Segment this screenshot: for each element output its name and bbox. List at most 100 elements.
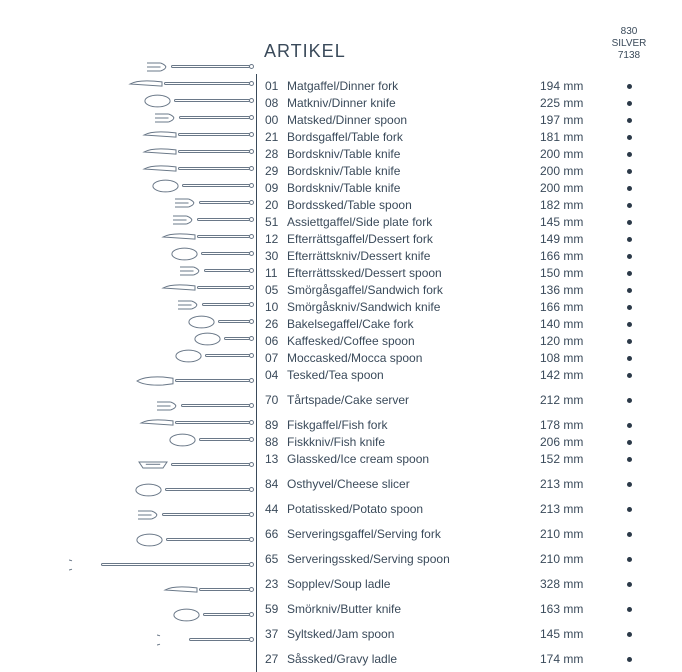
item-name: Fiskkniv/Fish knife [287, 434, 540, 451]
item-size: 197 mm [540, 112, 602, 129]
item-name: Osthyvel/Cheese slicer [287, 476, 540, 493]
header-column-label: 830 SILVER 7138 [602, 26, 656, 62]
dot-icon [627, 118, 632, 123]
table-row: 44Potatissked/Potato spoon213 mm [265, 501, 656, 518]
header-col-line1: 830 [602, 26, 656, 38]
item-code: 10 [265, 299, 287, 316]
row-gap [265, 543, 656, 551]
spoon-icon [169, 433, 254, 447]
row-gap [265, 643, 656, 651]
item-name: Smörgåskniv/Sandwich knife [287, 299, 540, 316]
item-availability [602, 95, 656, 112]
item-code: 01 [265, 78, 287, 95]
table-row: 66Serveringsgaffel/Serving fork210 mm [265, 526, 656, 543]
item-availability [602, 248, 656, 265]
item-code: 08 [265, 95, 287, 112]
table-header: ARTIKEL 830 SILVER 7138 [256, 26, 656, 62]
item-name: Potatissked/Potato spoon [287, 501, 540, 518]
item-size: 150 mm [540, 265, 602, 282]
dot-icon [627, 135, 632, 140]
item-name: Efterrättskniv/Dessert knife [287, 248, 540, 265]
item-code: 84 [265, 476, 287, 493]
item-name: Bordskniv/Table knife [287, 163, 540, 180]
dot-icon [627, 657, 632, 662]
item-availability [602, 282, 656, 299]
item-availability [602, 214, 656, 231]
dot-icon [627, 457, 632, 462]
server-icon [135, 374, 254, 388]
item-code: 11 [265, 265, 287, 282]
dot-icon [627, 373, 632, 378]
item-code: 07 [265, 350, 287, 367]
item-availability [602, 434, 656, 451]
item-availability [602, 417, 656, 434]
fork-icon [178, 264, 254, 278]
item-name: Syltsked/Jam spoon [287, 626, 540, 643]
row-gap [265, 409, 656, 417]
item-code: 09 [265, 180, 287, 197]
item-code: 89 [265, 417, 287, 434]
item-size: 182 mm [540, 197, 602, 214]
table-row: 12Efterrättsgaffel/Dessert fork149 mm [265, 231, 656, 248]
knife-icon [161, 230, 254, 244]
item-code: 20 [265, 197, 287, 214]
item-size: 140 mm [540, 316, 602, 333]
table-row: 70Tårtspade/Cake server212 mm [265, 392, 656, 409]
fork-icon [153, 111, 254, 125]
row-gap [265, 518, 656, 526]
spoon-icon [175, 349, 254, 363]
fork-icon [136, 508, 254, 522]
slicer-icon [135, 458, 254, 472]
table-row: 21Bordsgaffel/Table fork181 mm [265, 129, 656, 146]
item-name: Bordskniv/Table knife [287, 180, 540, 197]
fork-icon [145, 60, 254, 74]
knife-icon [128, 77, 254, 91]
item-size: 108 mm [540, 350, 602, 367]
dot-icon [627, 84, 632, 89]
dot-icon [627, 152, 632, 157]
item-code: 51 [265, 214, 287, 231]
item-size: 145 mm [540, 626, 602, 643]
item-name: Matkniv/Dinner knife [287, 95, 540, 112]
item-size: 136 mm [540, 282, 602, 299]
item-availability [602, 112, 656, 129]
spoon-icon [144, 94, 254, 108]
item-name: Smörkniv/Butter knife [287, 601, 540, 618]
table-row: 08Matkniv/Dinner knife225 mm [265, 95, 656, 112]
table-row: 59Smörkniv/Butter knife163 mm [265, 601, 656, 618]
row-gap [265, 468, 656, 476]
item-name: Efterrättssked/Dessert spoon [287, 265, 540, 282]
table-row: 29Bordskniv/Table knife200 mm [265, 163, 656, 180]
knife-icon [139, 416, 254, 430]
table-row: 30Efterrättskniv/Dessert knife166 mm [265, 248, 656, 265]
dot-icon [627, 271, 632, 276]
item-size: 328 mm [540, 576, 602, 593]
item-size: 225 mm [540, 95, 602, 112]
item-code: 70 [265, 392, 287, 409]
item-availability [602, 350, 656, 367]
dot-icon [627, 203, 632, 208]
dot-icon [627, 101, 632, 106]
table-row: 89Fiskgaffel/Fish fork178 mm [265, 417, 656, 434]
article-table: ARTIKEL 830 SILVER 7138 01Matgaffel/Dinn… [256, 26, 656, 672]
item-name: Assiettgaffel/Side plate fork [287, 214, 540, 231]
item-availability [602, 197, 656, 214]
item-code: 12 [265, 231, 287, 248]
dot-icon [627, 632, 632, 637]
item-name: Bordskniv/Table knife [287, 146, 540, 163]
item-availability [602, 451, 656, 468]
item-code: 21 [265, 129, 287, 146]
table-row: 01Matgaffel/Dinner fork194 mm [265, 78, 656, 95]
item-availability [602, 367, 656, 384]
dot-icon [627, 288, 632, 293]
item-name: Bakelsegaffel/Cake fork [287, 316, 540, 333]
dot-icon [627, 440, 632, 445]
knife-icon [142, 162, 254, 176]
item-code: 44 [265, 501, 287, 518]
fork-icon [176, 298, 254, 312]
item-size: 166 mm [540, 248, 602, 265]
item-size: 200 mm [540, 163, 602, 180]
item-code: 66 [265, 526, 287, 543]
item-code: 30 [265, 248, 287, 265]
table-row: 20Bordssked/Table spoon182 mm [265, 197, 656, 214]
